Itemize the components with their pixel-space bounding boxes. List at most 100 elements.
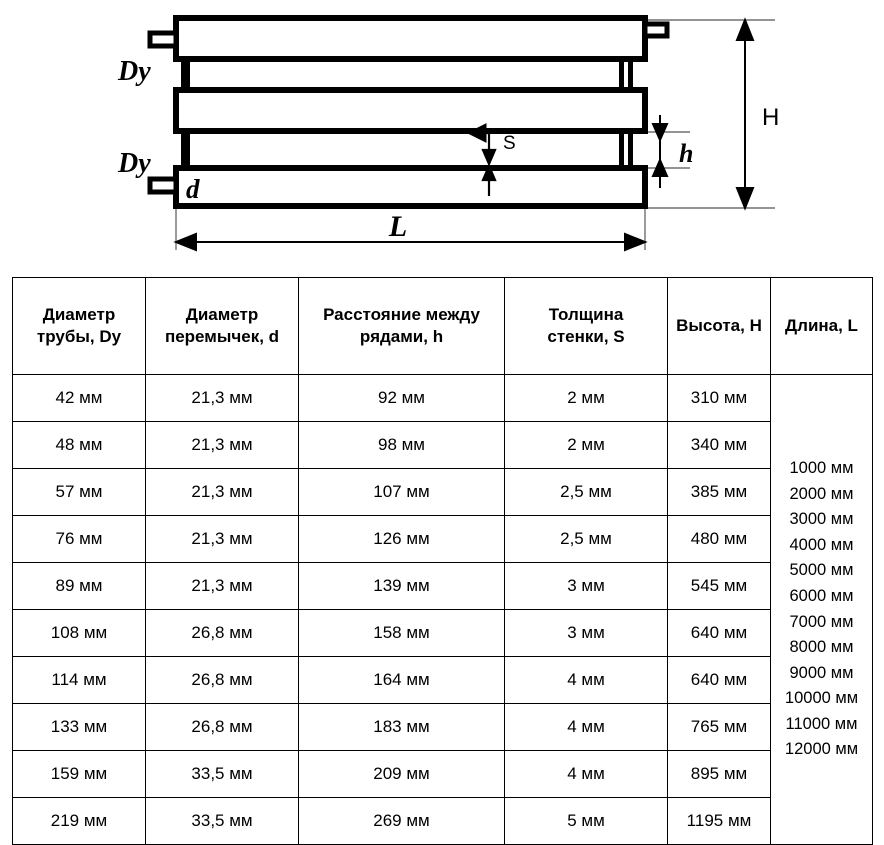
- column-header-bridge-diameter: Диаметр перемычек, d: [145, 277, 299, 375]
- cell-height: 640 мм: [667, 609, 771, 657]
- cell-height: 765 мм: [667, 703, 771, 751]
- cell-wall-thickness: 2,5 мм: [504, 468, 668, 516]
- length-option: 9000 мм: [789, 663, 854, 682]
- table-row: 108 мм 26,8 мм 158 мм 3 мм 640 мм: [12, 609, 873, 657]
- length-option: 10000 мм: [784, 689, 859, 708]
- table-row: 89 мм 21,3 мм 139 мм 3 мм 545 мм: [12, 562, 873, 610]
- bridge-right-upper-a: [619, 57, 624, 93]
- column-header-pipe-diameter: Диаметр трубы, Dy: [12, 277, 146, 375]
- cell-height: 895 мм: [667, 750, 771, 798]
- cell-bridge-diameter: 33,5 мм: [145, 750, 299, 798]
- bridge-right-upper-b: [628, 57, 633, 93]
- bridge-right-lower-a: [619, 129, 624, 170]
- header-line-1: Диаметр: [185, 305, 259, 325]
- specification-table-container: Диаметр трубы, Dy Диаметр перемычек, d Р…: [12, 277, 873, 845]
- cell-wall-thickness: 3 мм: [504, 562, 668, 610]
- table-header-row: Диаметр трубы, Dy Диаметр перемычек, d Р…: [12, 277, 873, 375]
- cell-row-spacing: 183 мм: [298, 703, 505, 751]
- cell-row-spacing: 164 мм: [298, 656, 505, 704]
- cell-bridge-diameter: 21,3 мм: [145, 421, 299, 469]
- cell-pipe-diameter: 114 мм: [12, 656, 146, 704]
- header-line-1: Длина, L: [785, 316, 858, 336]
- length-option: 1000 мм: [789, 459, 854, 478]
- cell-bridge-diameter: 21,3 мм: [145, 562, 299, 610]
- dimension-label-H: H: [762, 104, 779, 131]
- length-option: 3000 мм: [789, 510, 854, 529]
- table-row: 159 мм 33,5 мм 209 мм 4 мм 895 мм: [12, 750, 873, 798]
- table-row: 76 мм 21,3 мм 126 мм 2,5 мм 480 мм: [12, 515, 873, 563]
- header-line-1: Высота, H: [676, 316, 762, 336]
- dimension-h: h: [651, 115, 693, 188]
- cell-height: 385 мм: [667, 468, 771, 516]
- table-row: 133 мм 26,8 мм 183 мм 4 мм 765 мм: [12, 703, 873, 751]
- cell-row-spacing: 107 мм: [298, 468, 505, 516]
- dimension-label-dy-bottom: Dy: [117, 148, 151, 179]
- cell-pipe-diameter: 76 мм: [12, 515, 146, 563]
- column-header-height: Высота, H: [667, 277, 771, 375]
- header-line-2: перемычек, d: [164, 327, 280, 346]
- length-option: 8000 мм: [789, 638, 854, 657]
- cell-bridge-diameter: 21,3 мм: [145, 374, 299, 422]
- table-body: 42 мм 21,3 мм 92 мм 2 мм 310 мм 1000 мм 2000 м…: [12, 374, 873, 845]
- cell-bridge-diameter: 33,5 мм: [145, 797, 299, 845]
- cell-bridge-diameter: 26,8 мм: [145, 703, 299, 751]
- specification-table: Диаметр трубы, Dy Диаметр перемычек, d Р…: [12, 277, 873, 845]
- header-line-2: трубы, Dy: [36, 327, 122, 346]
- pipe-row-top: [147, 15, 670, 62]
- column-header-row-spacing: Расстояние между рядами, h: [298, 277, 505, 375]
- cell-pipe-diameter: 219 мм: [12, 797, 146, 845]
- dimension-label-h: h: [679, 139, 693, 168]
- header-line-1: Расстояние между: [323, 305, 480, 325]
- cell-pipe-diameter: 133 мм: [12, 703, 146, 751]
- dimension-label-L: L: [388, 210, 407, 243]
- cell-wall-thickness: 4 мм: [504, 750, 668, 798]
- length-option: 4000 мм: [789, 535, 854, 554]
- header-line-1: Диаметр: [42, 305, 116, 325]
- cell-length-merged: 1000 мм 2000 мм 3000 мм 4000 мм 5000 мм 6000 …: [770, 374, 873, 845]
- cell-wall-thickness: 2 мм: [504, 374, 668, 422]
- connector-bridges: [181, 57, 633, 170]
- header-line-2: стенки, S: [547, 327, 625, 346]
- table-row: 48 мм 21,3 мм 98 мм 2 мм 340 мм: [12, 421, 873, 469]
- cell-height: 310 мм: [667, 374, 771, 422]
- pipe-stub-left-bottom: [147, 176, 179, 195]
- cell-height: 1195 мм: [667, 797, 771, 845]
- cell-wall-thickness: 2 мм: [504, 421, 668, 469]
- length-option-list: 1000 мм 2000 мм 3000 мм 4000 мм 5000 мм 6000 …: [773, 456, 870, 763]
- cell-wall-thickness: 4 мм: [504, 656, 668, 704]
- bridge-left-upper: [181, 57, 190, 93]
- cell-wall-thickness: 3 мм: [504, 609, 668, 657]
- cell-bridge-diameter: 21,3 мм: [145, 468, 299, 516]
- cell-row-spacing: 92 мм: [298, 374, 505, 422]
- table-head: Диаметр трубы, Dy Диаметр перемычек, d Р…: [12, 277, 873, 375]
- cell-wall-thickness: 4 мм: [504, 703, 668, 751]
- length-option: 7000 мм: [789, 612, 854, 631]
- cell-pipe-diameter: 108 мм: [12, 609, 146, 657]
- table-row: 57 мм 21,3 мм 107 мм 2,5 мм 385 мм: [12, 468, 873, 516]
- cell-height: 545 мм: [667, 562, 771, 610]
- pipe-stub-left-top: [147, 30, 179, 49]
- cell-height: 340 мм: [667, 421, 771, 469]
- header-line-1: Толщина: [548, 305, 624, 325]
- register-diagram-svg: S h H L: [117, 15, 779, 252]
- table-row: 219 мм 33,5 мм 269 мм 5 мм 1195 мм: [12, 797, 873, 845]
- length-option: 6000 мм: [789, 586, 854, 605]
- cell-row-spacing: 139 мм: [298, 562, 505, 610]
- cell-row-spacing: 98 мм: [298, 421, 505, 469]
- dimension-s: S: [466, 123, 516, 196]
- column-header-wall-thickness: Толщина стенки, S: [504, 277, 668, 375]
- length-option: 11000 мм: [785, 714, 858, 733]
- cell-wall-thickness: 5 мм: [504, 797, 668, 845]
- cell-height: 480 мм: [667, 515, 771, 563]
- dimension-label-d: d: [186, 174, 200, 204]
- length-option: 2000 мм: [789, 484, 854, 503]
- dimension-H: H: [735, 17, 779, 211]
- cell-pipe-diameter: 57 мм: [12, 468, 146, 516]
- pipe-stub-right-top: [642, 21, 670, 39]
- cell-bridge-diameter: 21,3 мм: [145, 515, 299, 563]
- dimension-label-dy-top: Dy: [117, 56, 151, 87]
- cell-pipe-diameter: 42 мм: [12, 374, 146, 422]
- cell-wall-thickness: 2,5 мм: [504, 515, 668, 563]
- register-diagram: S h H L: [0, 0, 884, 270]
- cell-row-spacing: 126 мм: [298, 515, 505, 563]
